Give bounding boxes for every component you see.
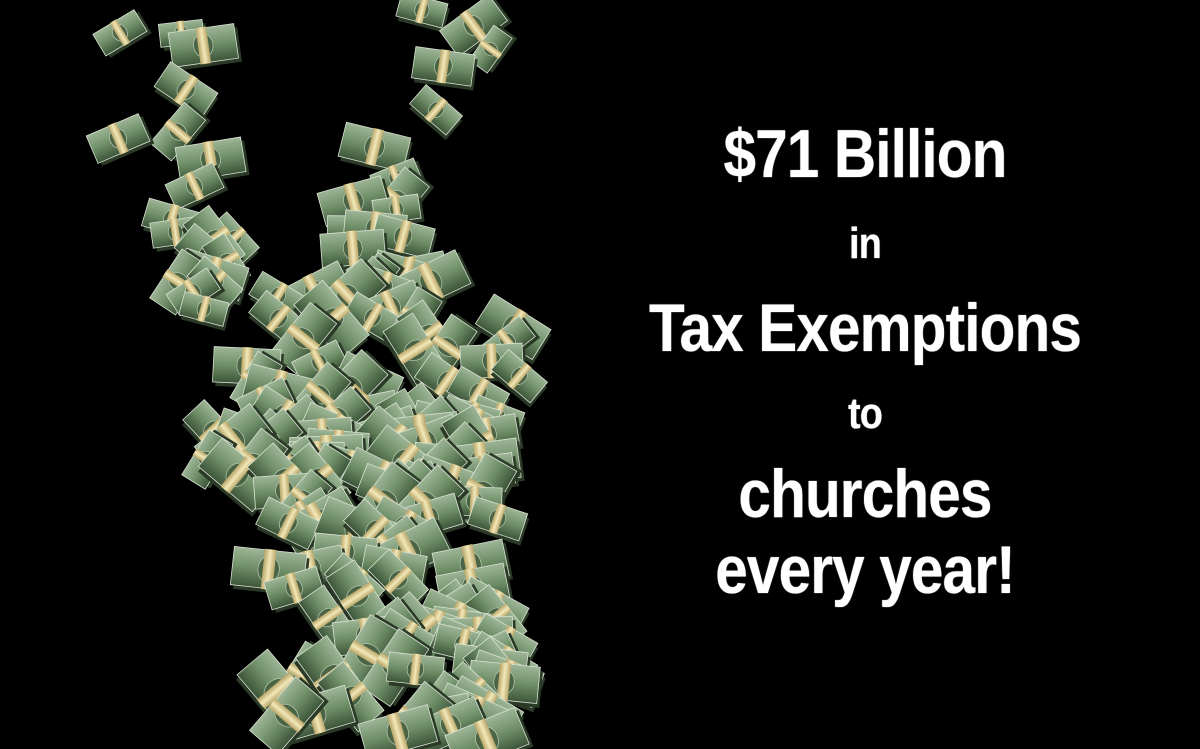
cash-bundle [248, 676, 329, 749]
cash-bundle [385, 651, 448, 692]
cash-bundle [337, 121, 413, 177]
cash-bundle [466, 496, 530, 546]
cash-bundle [438, 0, 513, 59]
cash-bundle [468, 24, 518, 74]
cash-bundle [167, 23, 243, 71]
cash-bundle [444, 706, 534, 749]
cash-bundle [85, 113, 155, 166]
headline-churches: churches [738, 456, 992, 532]
cash-bundle [178, 290, 231, 331]
cash-bundle [357, 704, 442, 749]
cash-bundle [411, 46, 478, 91]
headline-amount: $71 Billion [723, 116, 1007, 192]
headline-text-block: $71 Billion in Tax Exemptions to churche… [649, 116, 1082, 608]
cash-bundle [395, 0, 450, 33]
cash-bundle [164, 162, 229, 213]
cash-bundle [269, 301, 342, 375]
cash-bundle [255, 496, 322, 555]
cash-bundle [490, 348, 549, 408]
cash-bundle [153, 61, 219, 124]
headline-word-to: to [848, 389, 883, 438]
headline-word-in: in [849, 219, 882, 268]
cash-bundle [92, 9, 152, 58]
headline-tax-exemptions: Tax Exemptions [648, 290, 1082, 366]
cash-bundle [291, 339, 352, 388]
money-tornado-illustration [85, 0, 552, 749]
cash-bundle [263, 565, 329, 613]
cash-bundle [149, 101, 211, 162]
headline-every-year: every year! [715, 532, 1015, 608]
cash-bundles-group [85, 0, 552, 749]
cash-bundle [409, 84, 464, 141]
